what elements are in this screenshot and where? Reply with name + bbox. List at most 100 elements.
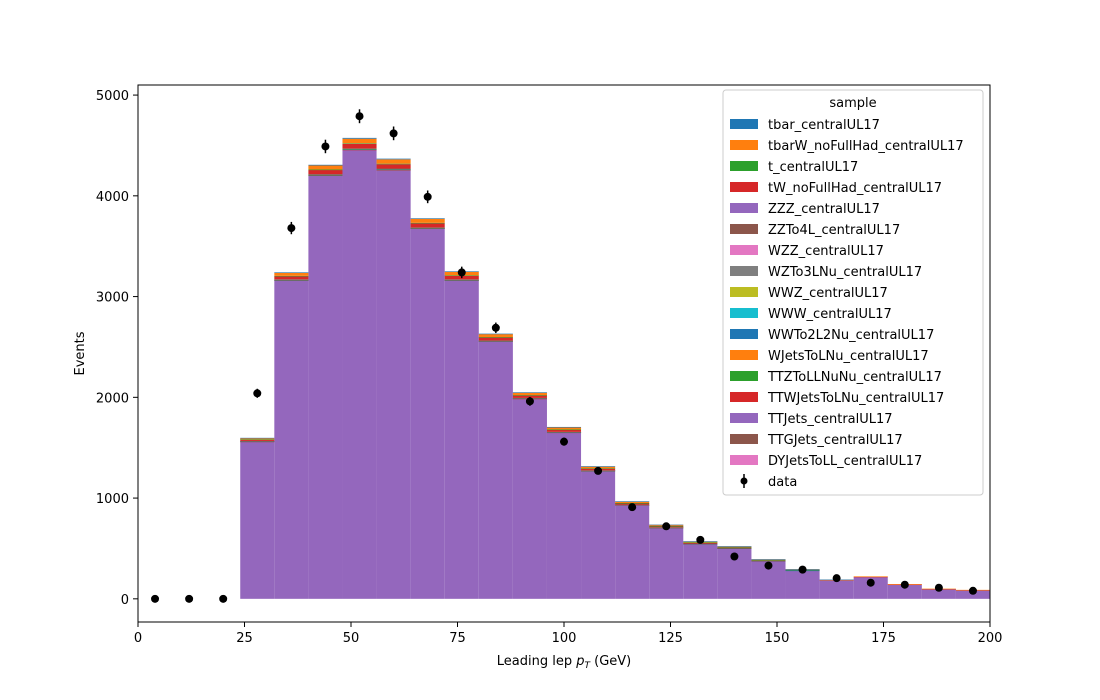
bar-segment — [546, 429, 582, 431]
bar-segment — [342, 148, 377, 150]
x-tick-label: 0 — [134, 631, 142, 646]
legend-swatch — [730, 203, 758, 213]
data-point — [185, 594, 194, 603]
bar-segment — [512, 395, 547, 396]
bar-segment — [819, 580, 854, 599]
bar-segment — [274, 276, 309, 280]
legend-swatch — [730, 392, 758, 402]
bar-segment — [478, 341, 513, 342]
bar-segment — [308, 174, 343, 175]
x-tick-label: 150 — [765, 631, 790, 646]
bar-segment — [376, 168, 411, 170]
bar-segment — [410, 227, 445, 229]
bar-segment — [546, 431, 582, 433]
bar-segment — [274, 279, 309, 281]
legend-entry: WZTo3LNu_centralUL17 — [768, 265, 922, 280]
bar-segment — [376, 158, 411, 160]
bar-segment — [342, 137, 377, 139]
bar-segment — [512, 398, 547, 599]
bar-segment — [478, 334, 513, 338]
bar-segment — [478, 340, 513, 342]
x-tick-label: 75 — [449, 631, 466, 646]
bar-segment — [921, 589, 956, 599]
bar-segment — [615, 501, 650, 502]
bar-segment — [342, 149, 377, 151]
bar-segment — [308, 175, 343, 599]
x-axis-label-main: Leading lep — [497, 654, 576, 669]
bar-segment — [274, 280, 309, 599]
bar-segment — [240, 438, 275, 440]
data-points — [151, 109, 977, 603]
x-tick-label: 175 — [871, 631, 896, 646]
legend-swatch — [730, 161, 758, 171]
bar-segment — [546, 429, 582, 432]
legend-entry: WWW_centralUL17 — [768, 307, 892, 322]
legend-swatch — [730, 182, 758, 192]
bar-segment — [853, 576, 888, 577]
bar-segment — [717, 547, 752, 548]
y-tick-label: 3000 — [96, 291, 129, 306]
y-tick-label: 1000 — [96, 492, 129, 507]
data-point — [866, 578, 875, 587]
bar-segment — [376, 163, 411, 165]
bar-segment — [546, 432, 582, 599]
bar-segment — [512, 392, 547, 396]
bar-segment — [376, 169, 411, 171]
legend-swatch — [730, 413, 758, 423]
data-point — [151, 594, 160, 603]
bar-segment — [240, 437, 275, 439]
bar-segment — [410, 227, 445, 228]
legend-entry: TTJets_centralUL17 — [767, 412, 893, 427]
legend-entry: tbar_centralUL17 — [768, 118, 880, 133]
bar-segment — [717, 548, 752, 549]
bar-segment — [376, 169, 411, 171]
y-tick-label: 4000 — [96, 190, 129, 205]
y-tick-label: 5000 — [96, 89, 129, 104]
bar-segment — [342, 148, 377, 149]
legend-swatch — [730, 434, 758, 444]
bar-segment — [887, 584, 922, 599]
data-point — [662, 522, 671, 531]
data-point — [628, 503, 637, 512]
bar-segment — [308, 174, 343, 176]
bar-segment — [342, 143, 377, 144]
legend-swatch — [730, 329, 758, 339]
bar-segment — [444, 279, 479, 280]
x-axis-label-subscript: T — [584, 661, 591, 671]
data-point — [696, 535, 705, 544]
data-point — [253, 389, 262, 398]
bar-segment — [308, 165, 343, 170]
bar-segment — [853, 577, 888, 599]
bar-segment — [342, 149, 377, 150]
legend-entry: ZZZ_centralUL17 — [768, 202, 880, 217]
legend-swatch — [730, 308, 758, 318]
bar-segment — [751, 560, 786, 561]
bar-segment — [274, 275, 309, 277]
legend-swatch — [730, 140, 758, 150]
data-point — [900, 580, 909, 589]
data-point — [219, 594, 228, 603]
data-point — [525, 397, 534, 406]
bar-segment — [308, 164, 343, 166]
bar-segment — [410, 218, 445, 219]
bar-segment — [308, 169, 343, 171]
legend-swatch — [730, 371, 758, 381]
data-point — [321, 142, 330, 151]
bar-segment — [342, 149, 377, 599]
bar-segment — [615, 505, 650, 599]
y-axis-label: Events — [73, 331, 88, 375]
data-point — [560, 437, 568, 446]
bar-segment — [444, 279, 479, 281]
data-point — [355, 112, 364, 121]
legend-box — [722, 89, 984, 496]
legend-swatch — [730, 119, 758, 129]
y-tick-label: 2000 — [96, 391, 129, 406]
legend-entry: WWZ_centralUL17 — [768, 286, 888, 301]
x-tick-label: 100 — [552, 631, 577, 646]
bar-segment — [581, 470, 616, 599]
x-tick-label: 25 — [236, 631, 253, 646]
legend-entry: t_centralUL17 — [768, 160, 858, 175]
data-point — [287, 224, 296, 233]
data-point — [389, 129, 398, 138]
